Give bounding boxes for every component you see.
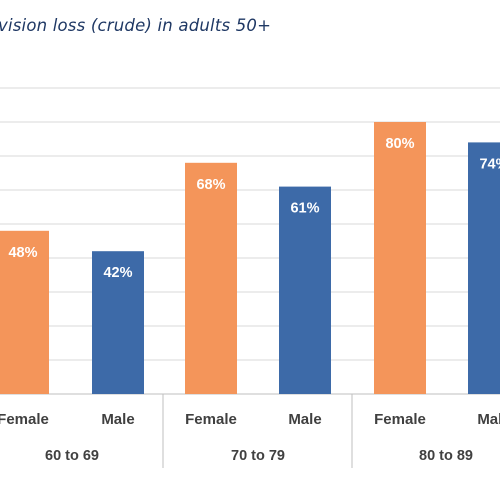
bar-female-1 [0, 230, 49, 394]
x-tick-label: Male [288, 411, 321, 428]
chart-title: vision loss (crude) in adults 50+ [0, 16, 272, 35]
group-label: 80 to 89 [419, 448, 473, 464]
x-tick-label: Male [101, 411, 134, 428]
x-tick-label: Female [0, 411, 49, 428]
data-label: 74% [479, 156, 500, 172]
x-tick-label: Female [374, 411, 426, 428]
bar-male-2 [279, 186, 331, 394]
bar-female-3 [374, 122, 426, 394]
data-label: 42% [103, 265, 132, 281]
bar-male-3 [468, 142, 500, 394]
group-label: 60 to 69 [45, 448, 99, 464]
x-tick-label: Female [185, 411, 237, 428]
data-label: 48% [8, 245, 37, 261]
data-label: 68% [196, 177, 225, 193]
data-label: 61% [290, 201, 319, 217]
bar-female-2 [185, 162, 237, 394]
data-label: 80% [385, 136, 414, 152]
bar-male-1 [92, 251, 144, 394]
x-tick-label: Male [477, 411, 500, 428]
group-label: 70 to 79 [231, 448, 285, 464]
